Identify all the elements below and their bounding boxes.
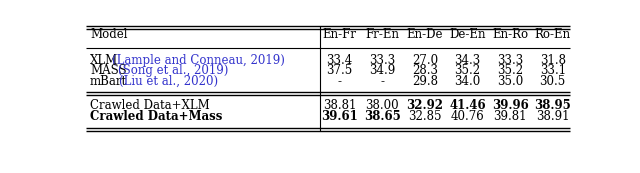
Text: (Lample and Conneau, 2019): (Lample and Conneau, 2019) — [112, 53, 285, 67]
Text: 32.85: 32.85 — [408, 110, 442, 123]
Text: 33.3: 33.3 — [369, 53, 396, 67]
Text: -: - — [338, 75, 342, 88]
Text: 33.3: 33.3 — [497, 53, 524, 67]
Text: Crawled Data+XLM: Crawled Data+XLM — [90, 99, 210, 112]
Text: (Liu et al., 2020): (Liu et al., 2020) — [119, 75, 218, 88]
Text: 38.81: 38.81 — [323, 99, 356, 112]
Text: Ro-En: Ro-En — [534, 28, 571, 41]
Text: 35.0: 35.0 — [497, 75, 524, 88]
Text: 38.91: 38.91 — [536, 110, 570, 123]
Text: XLM: XLM — [90, 53, 118, 67]
Text: 34.9: 34.9 — [369, 64, 396, 77]
Text: 38.95: 38.95 — [534, 99, 571, 112]
Text: MASS: MASS — [90, 64, 127, 77]
Text: 38.00: 38.00 — [365, 99, 399, 112]
Text: 29.8: 29.8 — [412, 75, 438, 88]
Text: mBart: mBart — [90, 75, 127, 88]
Text: 39.61: 39.61 — [321, 110, 358, 123]
Text: 41.46: 41.46 — [449, 99, 486, 112]
Text: De-En: De-En — [449, 28, 486, 41]
Text: En-Ro: En-Ro — [492, 28, 528, 41]
Text: 35.2: 35.2 — [454, 64, 481, 77]
Text: 34.3: 34.3 — [454, 53, 481, 67]
Text: 34.0: 34.0 — [454, 75, 481, 88]
Text: 39.81: 39.81 — [493, 110, 527, 123]
Text: 31.8: 31.8 — [540, 53, 566, 67]
Text: (Song et al., 2019): (Song et al., 2019) — [118, 64, 229, 77]
Text: 33.4: 33.4 — [326, 53, 353, 67]
Text: Fr-En: Fr-En — [365, 28, 399, 41]
Text: 39.96: 39.96 — [492, 99, 529, 112]
Text: Crawled Data+Mass: Crawled Data+Mass — [90, 110, 223, 123]
Text: 27.0: 27.0 — [412, 53, 438, 67]
Text: -: - — [380, 75, 384, 88]
Text: 32.92: 32.92 — [406, 99, 444, 112]
Text: 40.76: 40.76 — [451, 110, 484, 123]
Text: En-De: En-De — [406, 28, 443, 41]
Text: 38.65: 38.65 — [364, 110, 401, 123]
Text: 30.5: 30.5 — [540, 75, 566, 88]
Text: Model: Model — [90, 28, 127, 41]
Text: 35.2: 35.2 — [497, 64, 523, 77]
Text: 37.5: 37.5 — [326, 64, 353, 77]
Text: 28.3: 28.3 — [412, 64, 438, 77]
Text: 33.1: 33.1 — [540, 64, 566, 77]
Text: En-Fr: En-Fr — [323, 28, 356, 41]
